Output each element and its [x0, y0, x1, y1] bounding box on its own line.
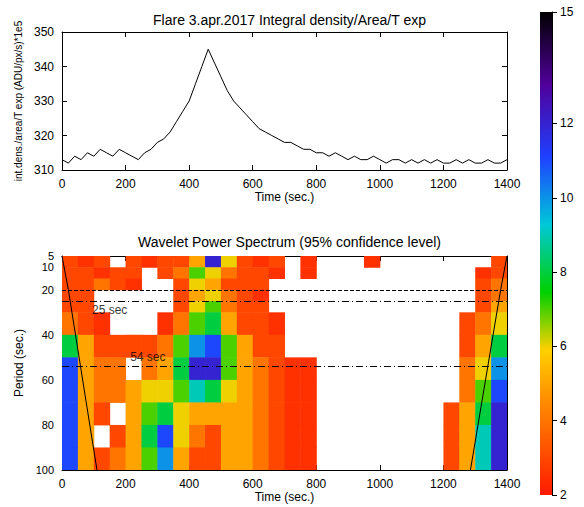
svg-text:60: 60: [42, 374, 54, 386]
svg-text:25 sec: 25 sec: [92, 303, 127, 317]
svg-text:200: 200: [116, 177, 136, 191]
svg-text:600: 600: [243, 177, 263, 191]
svg-text:330: 330: [34, 94, 54, 108]
svg-text:320: 320: [34, 129, 54, 143]
svg-text:400: 400: [179, 477, 199, 491]
svg-text:Time (sec.): Time (sec.): [255, 190, 315, 204]
svg-text:Wavelet Power Spectrum (95% co: Wavelet Power Spectrum (95% confidence l…: [138, 234, 441, 250]
svg-text:10: 10: [42, 261, 54, 273]
svg-text:int.dens./area/T exp (ADU/px/s: int.dens./area/T exp (ADU/px/s)*1e5: [13, 20, 24, 181]
svg-text:10: 10: [560, 191, 574, 205]
svg-text:340: 340: [34, 60, 54, 74]
svg-text:20: 20: [42, 284, 54, 296]
svg-text:4: 4: [560, 414, 567, 428]
svg-text:15: 15: [560, 5, 574, 19]
svg-text:Time (sec.): Time (sec.): [255, 490, 315, 504]
svg-text:0: 0: [59, 477, 66, 491]
svg-text:600: 600: [243, 477, 263, 491]
svg-text:12: 12: [560, 116, 574, 130]
svg-text:800: 800: [306, 177, 326, 191]
svg-text:200: 200: [116, 477, 136, 491]
svg-text:0: 0: [59, 177, 66, 191]
svg-text:1400: 1400: [494, 477, 521, 491]
svg-text:6: 6: [560, 339, 567, 353]
svg-text:1200: 1200: [430, 177, 457, 191]
svg-text:1200: 1200: [430, 477, 457, 491]
svg-text:100: 100: [36, 464, 54, 476]
svg-text:1400: 1400: [494, 177, 521, 191]
svg-text:40: 40: [42, 329, 54, 341]
svg-text:350: 350: [34, 25, 54, 39]
svg-text:800: 800: [306, 477, 326, 491]
svg-text:2: 2: [560, 488, 567, 502]
svg-text:1000: 1000: [367, 177, 394, 191]
svg-text:400: 400: [179, 177, 199, 191]
svg-text:54 sec: 54 sec: [130, 350, 165, 364]
svg-text:Period (sec.): Period (sec.): [12, 329, 26, 397]
svg-text:5: 5: [48, 250, 54, 262]
svg-text:8: 8: [560, 265, 567, 279]
svg-text:80: 80: [42, 419, 54, 431]
svg-text:Flare 3.apr.2017 Integral dens: Flare 3.apr.2017 Integral density/Area/T…: [153, 12, 426, 28]
svg-text:1000: 1000: [367, 477, 394, 491]
svg-text:310: 310: [34, 163, 54, 177]
